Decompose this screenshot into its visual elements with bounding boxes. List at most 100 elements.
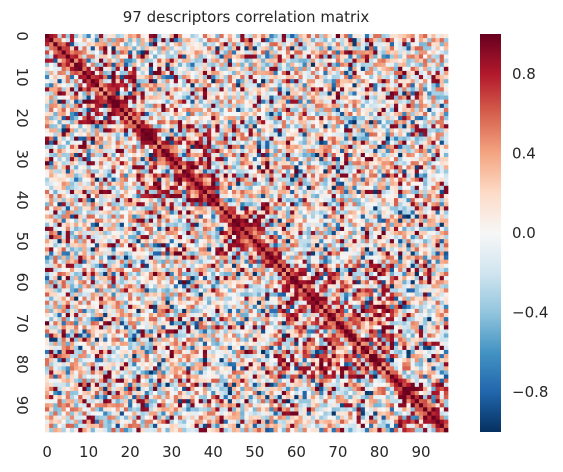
heatmap-cell	[169, 99, 175, 105]
heatmap-cell	[82, 87, 87, 92]
heatmap-cell	[182, 79, 187, 84]
heatmap-cell	[49, 124, 54, 129]
heatmap-cell	[202, 124, 208, 129]
heatmap-cell	[190, 136, 195, 142]
heatmap-cell	[123, 99, 129, 105]
heatmap-cell	[153, 206, 158, 211]
heatmap-cell	[69, 214, 75, 219]
heatmap-cell	[198, 75, 204, 80]
heatmap-cell	[194, 116, 200, 121]
heatmap-cell	[173, 165, 179, 170]
heatmap-cell	[140, 79, 146, 84]
heatmap-cell	[223, 230, 229, 236]
heatmap-cell	[128, 34, 133, 39]
heatmap-cell	[186, 103, 191, 109]
heatmap-cell	[148, 103, 154, 109]
heatmap-cell	[74, 169, 79, 174]
heatmap-cell	[186, 210, 191, 215]
heatmap-cell	[161, 111, 166, 117]
heatmap-cell	[256, 177, 262, 183]
heatmap-cell	[252, 70, 258, 76]
heatmap-cell	[236, 103, 241, 109]
heatmap-cell	[119, 194, 125, 199]
heatmap-cell	[219, 181, 224, 187]
heatmap-cell	[315, 140, 320, 146]
heatmap-cell	[294, 62, 299, 68]
heatmap-cell	[248, 79, 254, 84]
heatmap-cell	[45, 161, 50, 166]
heatmap-cell	[439, 214, 445, 219]
heatmap-cell	[161, 99, 166, 105]
heatmap-cell	[157, 181, 162, 187]
heatmap-cell	[132, 189, 137, 195]
heatmap-cell	[90, 116, 96, 121]
heatmap-cell	[207, 210, 212, 215]
heatmap-cell	[385, 161, 391, 166]
heatmap-cell	[265, 103, 270, 109]
heatmap-cell	[423, 128, 428, 133]
heatmap-cell	[202, 243, 208, 248]
heatmap-cell	[107, 128, 112, 133]
heatmap-cell	[190, 185, 195, 191]
heatmap-cell	[194, 202, 200, 207]
heatmap-cell	[285, 214, 291, 219]
heatmap-cell	[128, 157, 133, 162]
heatmap-cell	[65, 103, 71, 109]
heatmap-cell	[215, 87, 220, 92]
heatmap-cell	[298, 128, 303, 133]
heatmap-cell	[57, 230, 62, 236]
heatmap-cell	[207, 152, 212, 158]
heatmap-cell	[211, 239, 216, 244]
heatmap-cell	[431, 87, 436, 92]
heatmap-cell	[198, 136, 204, 142]
heatmap-cell	[360, 194, 366, 199]
heatmap-cell	[207, 42, 212, 47]
heatmap-cell	[107, 222, 112, 228]
heatmap-cell	[119, 70, 125, 76]
heatmap-cell	[431, 239, 436, 244]
heatmap-cell	[281, 66, 287, 72]
heatmap-cell	[393, 38, 399, 43]
heatmap-cell	[290, 144, 295, 150]
heatmap-cell	[406, 173, 411, 178]
heatmap-cell	[94, 161, 100, 166]
heatmap-cell	[148, 177, 154, 183]
heatmap-cell	[123, 136, 129, 142]
heatmap-cell	[236, 140, 241, 146]
heatmap-cell	[348, 62, 353, 68]
heatmap-cell	[153, 83, 158, 88]
heatmap-cell	[240, 198, 245, 203]
heatmap-cell	[194, 75, 200, 80]
heatmap-cell	[269, 87, 274, 92]
heatmap-cell	[319, 124, 324, 129]
heatmap-cell	[298, 202, 303, 207]
heatmap-cell	[215, 54, 220, 59]
heatmap-cell	[211, 230, 216, 236]
heatmap-cell	[402, 185, 407, 191]
heatmap-cell	[423, 189, 428, 195]
heatmap-cell	[439, 222, 445, 228]
heatmap-cell	[364, 75, 370, 80]
heatmap-cell	[398, 46, 403, 51]
heatmap-cell	[348, 46, 353, 51]
heatmap-cell	[393, 116, 399, 121]
heatmap-cell	[194, 38, 200, 43]
heatmap-cell	[427, 165, 432, 170]
heatmap-cell	[211, 235, 216, 240]
heatmap-cell	[414, 218, 420, 224]
heatmap-cell	[423, 66, 428, 72]
heatmap-cell	[219, 46, 224, 51]
heatmap-cell	[356, 70, 362, 76]
heatmap-cell	[427, 66, 432, 72]
heatmap-cell	[231, 152, 237, 158]
heatmap-cell	[290, 75, 295, 80]
heatmap-cell	[169, 230, 175, 236]
heatmap-cell	[211, 54, 216, 59]
heatmap-cell	[377, 54, 382, 59]
heatmap-cell	[57, 185, 62, 191]
heatmap-cell	[439, 128, 445, 133]
heatmap-cell	[315, 132, 320, 137]
heatmap-cell	[157, 87, 162, 92]
heatmap-cell	[302, 120, 308, 125]
heatmap-cell	[173, 222, 179, 228]
